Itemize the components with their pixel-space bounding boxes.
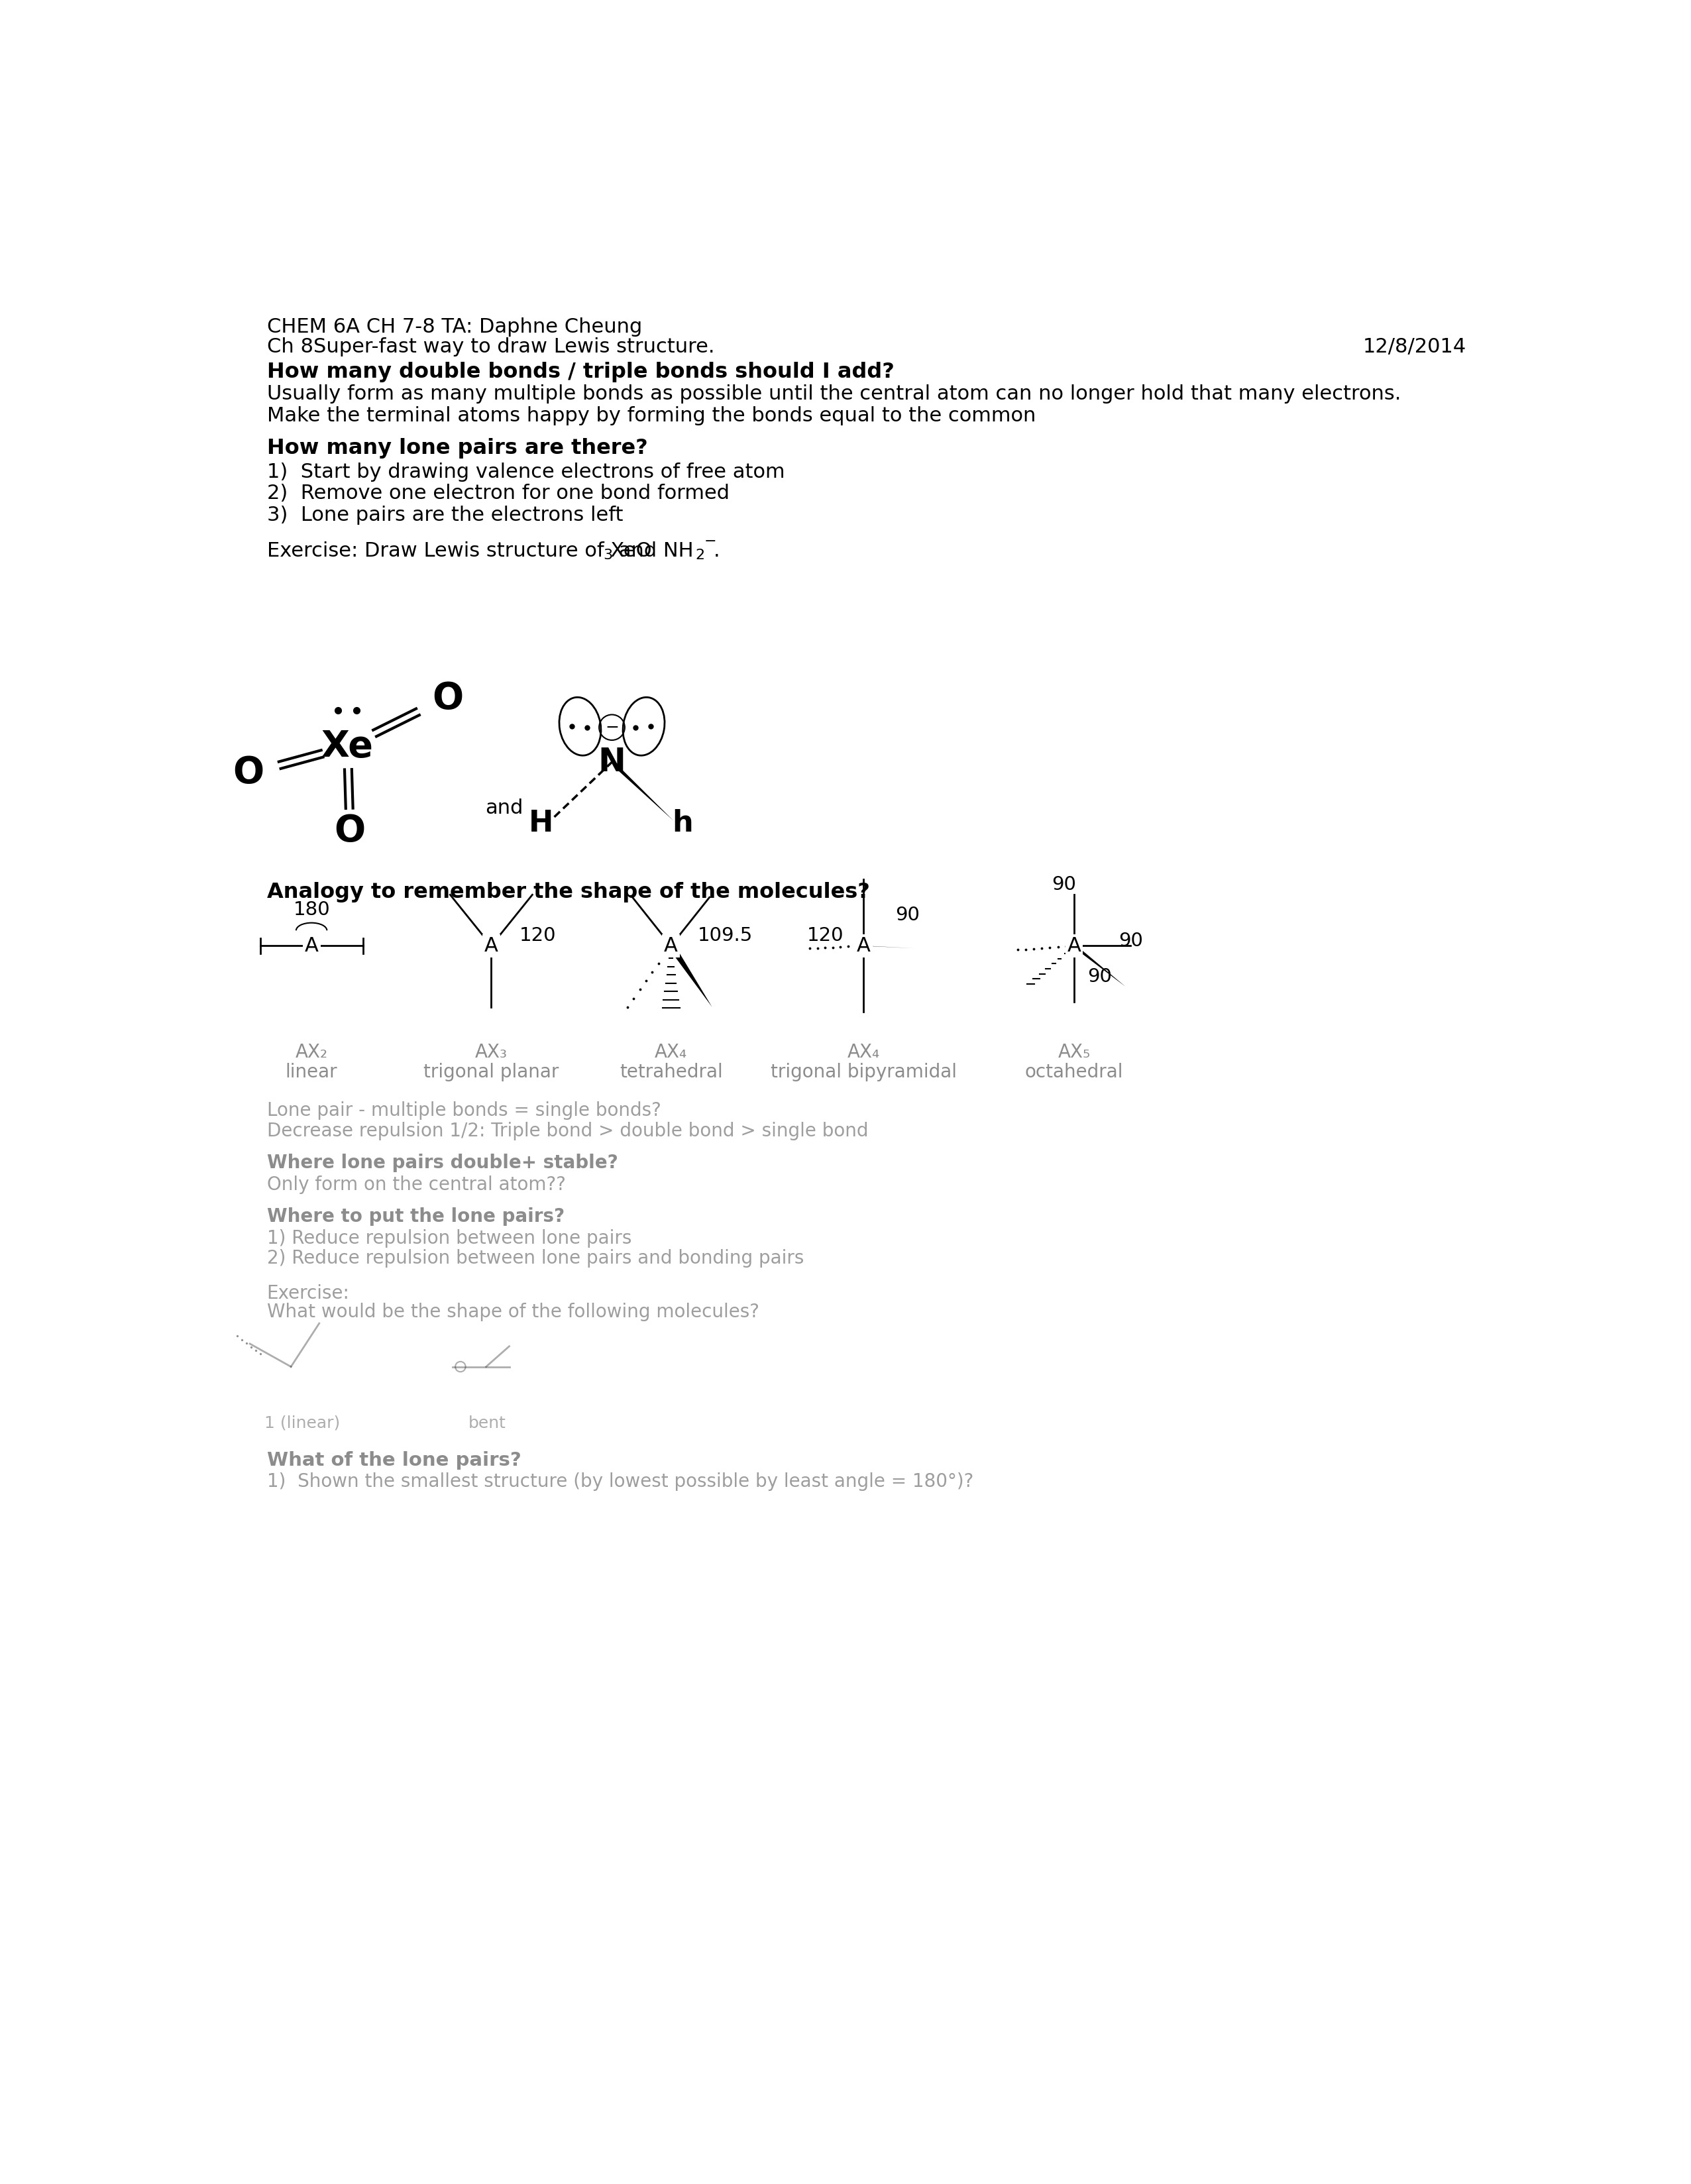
- Text: Where lone pairs double+ stable?: Where lone pairs double+ stable?: [267, 1153, 617, 1173]
- Text: Make the terminal atoms happy by forming the bonds equal to the common: Make the terminal atoms happy by forming…: [267, 406, 1035, 426]
- Text: tetrahedral: tetrahedral: [619, 1064, 722, 1081]
- Text: 2)  Remove one electron for one bond formed: 2) Remove one electron for one bond form…: [267, 485, 729, 502]
- Text: 90: 90: [1087, 968, 1113, 985]
- Text: How many lone pairs are there?: How many lone pairs are there?: [267, 439, 648, 459]
- Text: 1 (linear): 1 (linear): [264, 1415, 340, 1431]
- Text: Lone pair - multiple bonds = single bonds?: Lone pair - multiple bonds = single bond…: [267, 1101, 661, 1120]
- Text: 180: 180: [293, 900, 330, 919]
- Text: and: and: [485, 799, 523, 817]
- Text: A: A: [665, 937, 678, 954]
- Text: 1)  Shown the smallest structure (by lowest possible by least angle = 180°)?: 1) Shown the smallest structure (by lowe…: [267, 1472, 974, 1492]
- Text: 3)  Lone pairs are the electrons left: 3) Lone pairs are the electrons left: [267, 505, 622, 524]
- Text: What of the lone pairs?: What of the lone pairs?: [267, 1450, 521, 1470]
- Text: AX₃: AX₃: [475, 1042, 507, 1061]
- Text: Ch 8Super-fast way to draw Lewis structure.: Ch 8Super-fast way to draw Lewis structu…: [267, 339, 714, 356]
- Text: 109.5: 109.5: [697, 926, 752, 946]
- Text: 120: 120: [519, 926, 556, 946]
- Text: .: .: [714, 542, 720, 561]
- Text: 1) Reduce repulsion between lone pairs: 1) Reduce repulsion between lone pairs: [267, 1230, 631, 1247]
- Text: AX₄: AX₄: [847, 1042, 879, 1061]
- Text: Decrease repulsion 1/2: Triple bond > double bond > single bond: Decrease repulsion 1/2: Triple bond > do…: [267, 1123, 867, 1140]
- Text: N: N: [599, 747, 626, 778]
- Text: A: A: [484, 937, 499, 954]
- Text: 3: 3: [604, 548, 612, 561]
- Text: O: O: [233, 753, 264, 791]
- Text: linear: linear: [286, 1064, 338, 1081]
- Polygon shape: [614, 767, 673, 821]
- Text: H: H: [529, 808, 553, 839]
- Text: Where to put the lone pairs?: Where to put the lone pairs?: [267, 1208, 565, 1225]
- Text: 90: 90: [1118, 930, 1143, 950]
- Text: A: A: [1067, 937, 1081, 954]
- Text: Analogy to remember the shape of the molecules?: Analogy to remember the shape of the mol…: [267, 882, 869, 902]
- Text: CHEM 6A CH 7-8 TA: Daphne Cheung: CHEM 6A CH 7-8 TA: Daphne Cheung: [267, 317, 643, 336]
- Text: and NH: and NH: [612, 542, 693, 561]
- Text: O: O: [431, 681, 463, 716]
- Polygon shape: [1072, 946, 1126, 987]
- Text: 2: 2: [695, 548, 705, 561]
- Text: 90: 90: [1052, 876, 1075, 893]
- Text: How many double bonds / triple bonds should I add?: How many double bonds / triple bonds sho…: [267, 363, 895, 382]
- Text: trigonal bipyramidal: trigonal bipyramidal: [771, 1064, 957, 1081]
- Text: Usually form as many multiple bonds as possible until the central atom can no lo: Usually form as many multiple bonds as p…: [267, 384, 1400, 404]
- Text: −: −: [605, 719, 619, 736]
- Polygon shape: [861, 946, 915, 948]
- Text: What would be the shape of the following molecules?: What would be the shape of the following…: [267, 1304, 759, 1321]
- Text: AX₂: AX₂: [296, 1042, 328, 1061]
- Text: h: h: [673, 808, 693, 839]
- Text: A: A: [857, 937, 871, 954]
- Text: Exercise: Draw Lewis structure of XeO: Exercise: Draw Lewis structure of XeO: [267, 542, 651, 561]
- Text: AX₅: AX₅: [1059, 1042, 1091, 1061]
- Text: −: −: [705, 535, 717, 548]
- Text: AX₄: AX₄: [654, 1042, 687, 1061]
- Text: 1)  Start by drawing valence electrons of free atom: 1) Start by drawing valence electrons of…: [267, 463, 785, 483]
- Text: 2) Reduce repulsion between lone pairs and bonding pairs: 2) Reduce repulsion between lone pairs a…: [267, 1249, 803, 1269]
- Text: bent: bent: [468, 1415, 506, 1431]
- Text: Xe: Xe: [321, 729, 374, 764]
- Text: A: A: [304, 937, 318, 954]
- Text: 12/8/2014: 12/8/2014: [1363, 339, 1466, 356]
- Text: trigonal planar: trigonal planar: [423, 1064, 560, 1081]
- Text: Exercise:: Exercise:: [267, 1284, 350, 1302]
- Text: 90: 90: [895, 906, 920, 924]
- Text: octahedral: octahedral: [1025, 1064, 1123, 1081]
- Text: 120: 120: [807, 926, 844, 946]
- Text: Only form on the central atom??: Only form on the central atom??: [267, 1175, 566, 1195]
- Polygon shape: [666, 946, 712, 1007]
- Text: O: O: [335, 812, 365, 850]
